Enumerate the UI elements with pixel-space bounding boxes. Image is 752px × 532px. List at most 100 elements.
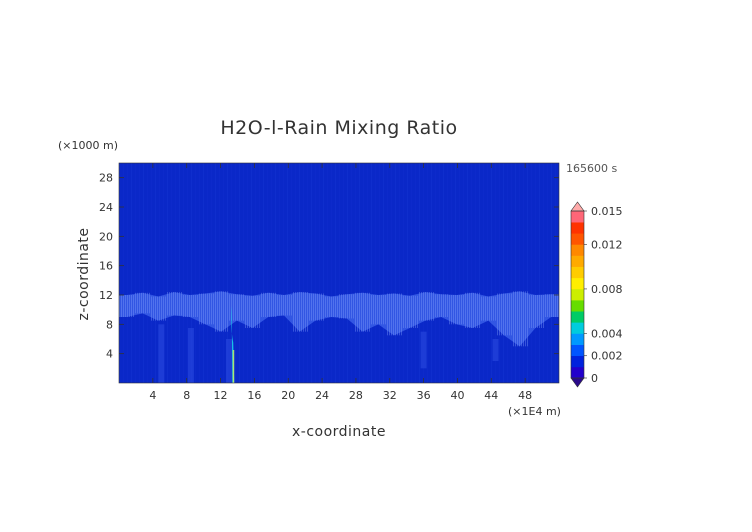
texture-column <box>311 163 312 383</box>
cloud-hatch <box>323 293 324 321</box>
cloud-hatch <box>121 295 122 317</box>
texture-column <box>203 163 204 383</box>
cloud-hatch <box>149 292 150 314</box>
x-axis-label: x-coordinate <box>292 424 386 440</box>
cloud-hatch <box>473 292 474 328</box>
cloud-hatch <box>425 292 426 321</box>
cloud-hatch <box>435 294 436 317</box>
cloud-hatch <box>133 295 134 317</box>
cloud-hatch <box>279 295 280 316</box>
cloud-hatch <box>355 292 356 332</box>
cloud-hatch <box>251 295 252 328</box>
cloud-hatch <box>119 295 120 317</box>
plot-area <box>118 162 560 384</box>
colorbar-segment <box>571 244 584 256</box>
cloud-hatch <box>129 295 130 317</box>
cloud-hatch <box>465 292 466 328</box>
texture-column <box>303 163 304 383</box>
cloud-hatch <box>511 293 512 336</box>
cloud-hatch <box>231 294 232 321</box>
texture-column <box>263 163 264 383</box>
cloud-hatch <box>541 295 542 328</box>
cloud-hatch <box>479 292 480 328</box>
texture-column <box>479 163 480 383</box>
cloud-hatch <box>403 295 404 328</box>
cloud-hatch <box>423 292 424 321</box>
texture-column <box>119 163 120 383</box>
cloud-hatch <box>123 295 124 317</box>
colorbar-under-arrow <box>570 377 585 388</box>
cloud-hatch <box>487 296 488 321</box>
texture-column <box>535 163 536 383</box>
cloud-hatch <box>287 295 288 316</box>
texture-column <box>459 163 460 383</box>
cloud-hatch <box>239 294 240 321</box>
y-tick-label: 16 <box>99 260 113 273</box>
cloud-hatch <box>399 293 400 336</box>
x-tick-label: 24 <box>315 389 329 402</box>
texture-column <box>363 163 364 383</box>
texture-column <box>427 163 428 383</box>
cloud-hatch <box>503 293 504 336</box>
cloud-hatch <box>205 293 206 325</box>
texture-column <box>415 163 416 383</box>
texture-column <box>207 163 208 383</box>
cloud-hatch <box>219 291 220 332</box>
texture-column <box>291 163 292 383</box>
texture-column <box>171 163 172 383</box>
texture-column <box>139 163 140 383</box>
colorbar-tick-label: 0.002 <box>591 350 623 363</box>
cloud-hatch <box>463 295 464 325</box>
y-tick-label: 4 <box>106 348 113 361</box>
cloud-hatch <box>493 296 494 321</box>
cloud-hatch <box>373 295 374 325</box>
cloud-hatch <box>151 296 152 321</box>
cloud-hatch <box>191 295 192 317</box>
texture-column <box>279 163 280 383</box>
cloud-hatch <box>381 295 382 325</box>
cloud-hatch <box>491 296 492 321</box>
cloud-hatch <box>193 295 194 317</box>
time-label: 165600 s <box>566 162 617 175</box>
cloud-hatch <box>437 294 438 317</box>
cloud-hatch <box>175 292 176 316</box>
cloud-hatch <box>257 295 258 328</box>
cloud-hatch <box>429 292 430 321</box>
cloud-hatch <box>249 295 250 328</box>
texture-column <box>531 163 532 383</box>
colorbar-segment <box>571 233 584 245</box>
cloud-hatch <box>483 296 484 321</box>
cloud-hatch <box>285 295 286 316</box>
cloud-hatch <box>269 292 270 317</box>
texture-column <box>431 163 432 383</box>
colorbar-tick-label: 0 <box>591 372 598 385</box>
texture-column <box>351 163 352 383</box>
cloud-hatch <box>297 292 298 332</box>
cloud-hatch <box>305 292 306 332</box>
x-tick-label: 32 <box>383 389 397 402</box>
texture-column <box>339 163 340 383</box>
cloud-hatch <box>371 295 372 325</box>
cloud-hatch <box>277 295 278 316</box>
cloud-hatch <box>209 293 210 325</box>
cloud-hatch <box>551 294 552 317</box>
cloud-hatch <box>517 291 518 347</box>
cloud-hatch <box>167 292 168 316</box>
colorbar-segment <box>571 366 584 379</box>
colorbar-over-arrow <box>570 201 585 212</box>
texture-column <box>527 163 528 383</box>
rain-shaft-peak <box>232 350 235 383</box>
texture-column <box>367 163 368 383</box>
cloud-hatch <box>303 292 304 332</box>
texture-column <box>239 163 240 383</box>
texture-column <box>411 163 412 383</box>
texture-column <box>335 163 336 383</box>
cloud-hatch <box>507 293 508 336</box>
cloud-hatch <box>227 291 228 332</box>
cloud-hatch <box>207 293 208 325</box>
cloud-band <box>119 291 559 347</box>
cloud-hatch <box>327 296 328 317</box>
cloud-hatch <box>339 294 340 319</box>
x-unit-label: (×1E4 m) <box>508 405 561 418</box>
texture-column <box>183 163 184 383</box>
